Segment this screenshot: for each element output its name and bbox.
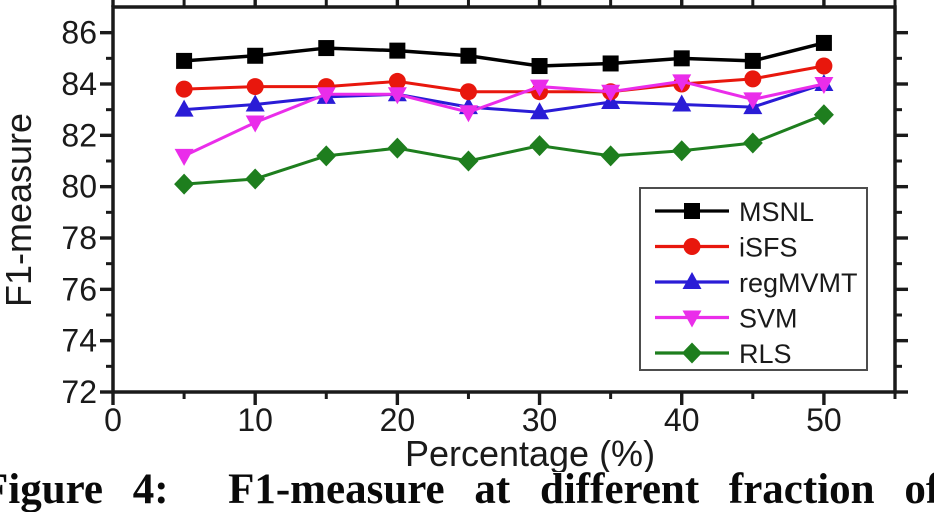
marker-iSFS <box>815 57 833 75</box>
marker-MSNL <box>389 42 406 59</box>
marker-regMVMT <box>530 102 550 120</box>
x-tick-label: 10 <box>237 402 273 438</box>
y-tick-label: 76 <box>61 271 97 307</box>
x-tick-label: 30 <box>522 402 558 438</box>
marker-regMVMT <box>174 99 194 117</box>
x-tick-label: 0 <box>104 402 122 438</box>
y-tick-label: 82 <box>61 117 97 153</box>
marker-iSFS <box>388 72 406 90</box>
marker-SVM <box>530 79 550 97</box>
marker-SVM <box>814 77 834 94</box>
figure-caption: Figure 4: F1-measure at different fracti… <box>0 468 934 512</box>
marker-iSFS <box>246 78 264 96</box>
series-SVM <box>174 74 834 166</box>
x-axis-title: Percentage (%) <box>405 433 655 472</box>
marker-RLS <box>813 104 834 126</box>
marker-MSNL <box>602 55 619 72</box>
marker-RLS <box>600 145 621 167</box>
y-tick-label: 74 <box>61 323 97 359</box>
marker-RLS <box>529 135 550 157</box>
y-axis-title: F1-measure <box>0 113 39 307</box>
series-MSNL <box>176 34 832 75</box>
legend-marker-SVM <box>682 310 702 328</box>
y-tick-label: 84 <box>61 66 97 102</box>
legend-box <box>639 187 868 371</box>
plot-frame <box>111 5 897 394</box>
marker-SVM <box>743 92 763 110</box>
marker-SVM <box>601 84 621 102</box>
marker-regMVMT <box>245 94 265 112</box>
marker-MSNL <box>815 34 832 51</box>
marker-SVM <box>245 115 265 133</box>
legend-labels: MSNL iSFS regMVMT SVM RLS <box>739 197 858 369</box>
legend-label-isfs: iSFS <box>739 233 798 263</box>
marker-SVM <box>458 105 478 123</box>
marker-SVM <box>174 148 194 166</box>
x-tick-label: 50 <box>806 402 842 438</box>
series-iSFS <box>175 57 833 101</box>
legend-marker-MSNL <box>684 203 700 219</box>
line-iSFS <box>184 64 825 94</box>
marker-MSNL <box>318 40 335 57</box>
x-tick-label: 40 <box>664 402 700 438</box>
figure-caption-text: Figure 4: F1-measure at different fracti… <box>0 466 934 512</box>
line-MSNL <box>183 41 825 68</box>
marker-iSFS <box>459 83 477 101</box>
x-tick-label: 20 <box>380 402 416 438</box>
marker-SVM <box>387 87 407 105</box>
f1-measure-line-chart: 72 74 76 78 80 82 84 86 0 10 20 30 40 50 Percentage (… <box>0 0 908 472</box>
marker-regMVMT <box>672 94 692 112</box>
marker-MSNL <box>744 52 761 69</box>
y-tick-label: 80 <box>61 169 97 205</box>
plot-area: 72 74 76 78 80 82 84 86 0 10 20 30 40 50 <box>61 0 908 438</box>
legend-label-svm: SVM <box>739 304 798 334</box>
marker-iSFS <box>175 80 193 98</box>
marker-RLS <box>742 132 763 154</box>
legend-marker-iSFS <box>683 238 701 255</box>
legend-label-rls: RLS <box>739 339 792 369</box>
legend-label-msnl: MSNL <box>739 197 814 227</box>
legend-label-regmvmt: regMVMT <box>739 268 858 298</box>
marker-RLS <box>671 140 692 162</box>
marker-MSNL <box>460 47 477 64</box>
marker-SVM <box>672 74 692 92</box>
line-regMVMT <box>183 82 825 114</box>
marker-RLS <box>387 137 408 159</box>
marker-RLS <box>245 168 266 190</box>
y-tick-label: 72 <box>61 374 97 410</box>
y-tick-label: 86 <box>61 15 97 51</box>
line-RLS <box>183 113 825 186</box>
y-tick-label: 78 <box>61 220 97 256</box>
marker-MSNL <box>176 52 193 69</box>
legend <box>639 187 868 371</box>
legend-marker-regMVMT <box>682 272 702 289</box>
marker-MSNL <box>531 58 548 75</box>
marker-SVM <box>316 87 336 105</box>
marker-RLS <box>458 150 479 172</box>
marker-RLS <box>316 145 337 167</box>
marker-iSFS <box>744 70 762 88</box>
marker-RLS <box>174 173 195 195</box>
line-SVM <box>183 79 825 158</box>
marker-MSNL <box>673 50 690 67</box>
marker-MSNL <box>247 47 264 64</box>
legend-marker-RLS <box>682 342 702 364</box>
series-RLS <box>174 104 834 195</box>
